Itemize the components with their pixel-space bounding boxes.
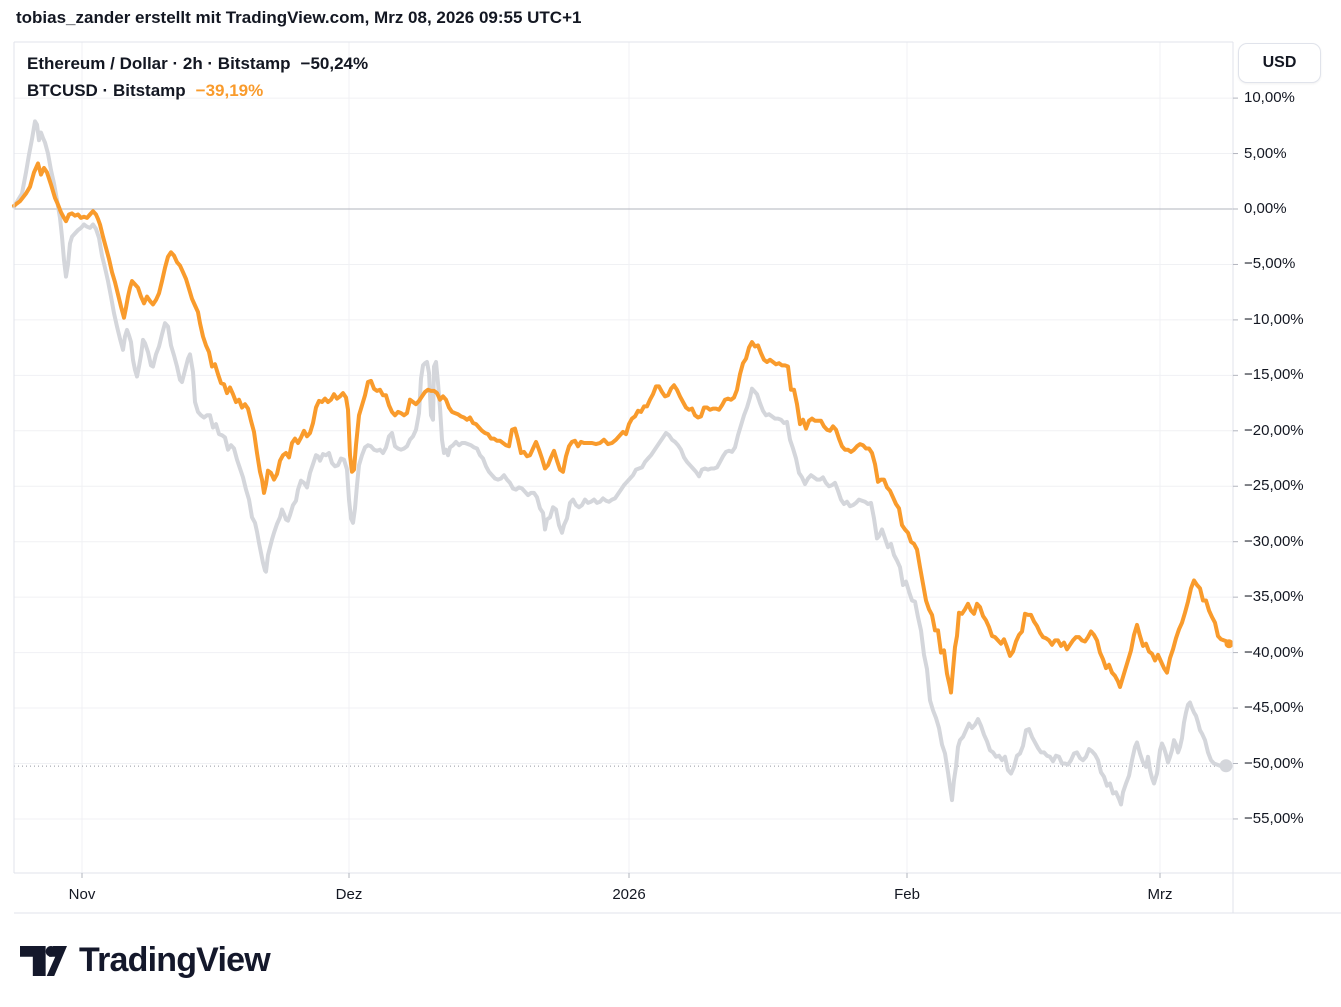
legend-symbol-ethusd: Ethereum / Dollar · 2h · Bitstamp: [27, 54, 291, 73]
price-axis-label: −50,00%: [1244, 754, 1304, 772]
price-axis-label: −55,00%: [1244, 809, 1304, 827]
time-axis-label: 2026: [612, 886, 646, 903]
legend-value-btcusd: −39,19%: [195, 81, 264, 100]
time-axis-label: Feb: [894, 886, 920, 903]
legend-row-ethusd[interactable]: Ethereum / Dollar · 2h · Bitstamp −50,24…: [27, 50, 368, 77]
currency-unit-button[interactable]: USD: [1238, 43, 1321, 83]
time-axis-label: Nov: [68, 886, 96, 903]
btc-last-value-dot: [1224, 639, 1234, 649]
price-axis-label: −45,00%: [1244, 699, 1304, 717]
tradingview-wordmark: TradingView: [79, 941, 271, 979]
legend-row-btcusd[interactable]: BTCUSD · Bitstamp −39,19%: [27, 77, 368, 104]
legend-symbol-btcusd: BTCUSD · Bitstamp: [27, 81, 186, 100]
price-axis-label: −20,00%: [1244, 421, 1304, 439]
tradingview-logo-icon: [20, 945, 67, 976]
legend-value-ethusd: −50,24%: [300, 54, 369, 73]
price-axis-label: −30,00%: [1244, 532, 1304, 550]
price-axis-label: 10,00%: [1244, 89, 1295, 107]
price-axis-label: −40,00%: [1244, 643, 1304, 661]
price-axis-label: 5,00%: [1244, 144, 1287, 162]
time-axis-label: Mrz: [1147, 886, 1173, 903]
chart-legend: Ethereum / Dollar · 2h · Bitstamp −50,24…: [27, 50, 368, 104]
btc-series-line: [12, 161, 1231, 695]
price-axis-label: −15,00%: [1244, 366, 1304, 384]
price-axis-label: −10,00%: [1244, 310, 1304, 328]
time-axis-label: Dez: [335, 886, 363, 903]
price-axis-label: −5,00%: [1244, 255, 1296, 273]
price-axis-label: 0,00%: [1244, 200, 1287, 217]
eth-last-value-dot: [1219, 759, 1233, 773]
eth-series-line: [12, 119, 1228, 807]
price-axis-label: −35,00%: [1244, 588, 1304, 606]
price-axis-label: −25,00%: [1244, 477, 1304, 495]
tradingview-logo[interactable]: TradingView: [20, 941, 271, 980]
attribution-text: tobias_zander erstellt mit TradingView.c…: [16, 8, 582, 27]
